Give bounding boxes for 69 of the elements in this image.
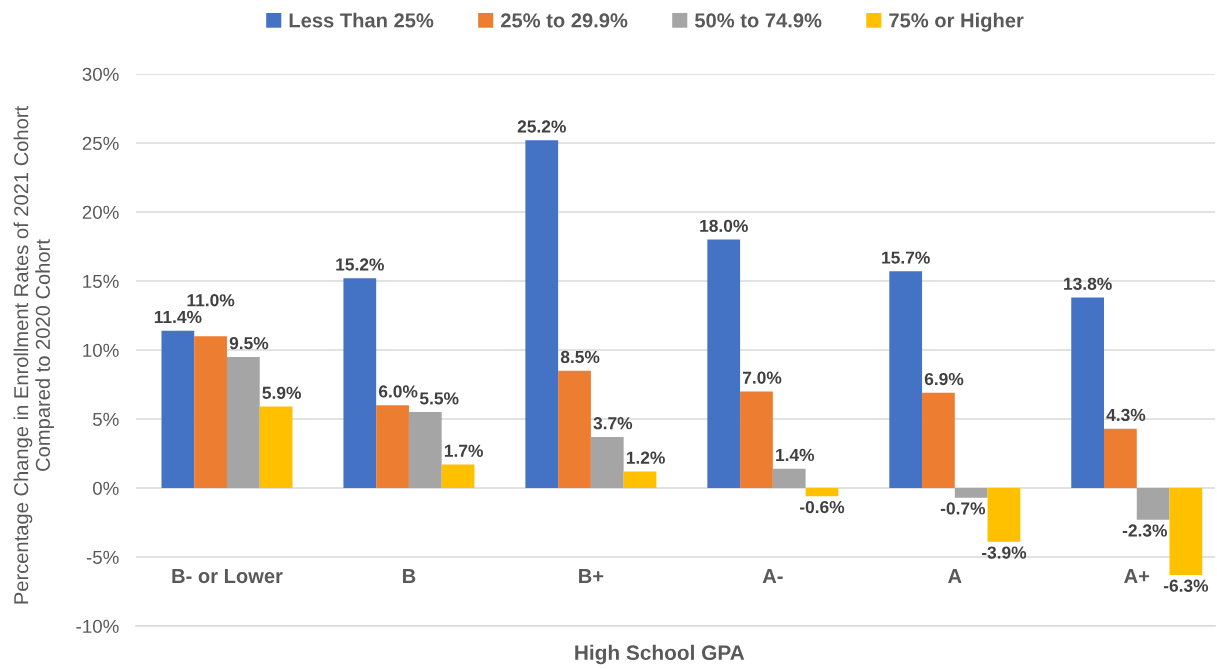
data-label: 6.0% (378, 385, 418, 398)
y-tick-label: 15% (83, 274, 119, 288)
data-label: -0.6% (799, 500, 845, 514)
data-label: 13.8% (1064, 277, 1112, 290)
y-tick-label: 25% (82, 136, 119, 150)
data-label: 3.7% (593, 417, 633, 430)
data-label: 1.4% (776, 448, 815, 462)
bar (441, 464, 475, 488)
x-tick-label: B (403, 569, 416, 583)
data-label: -0.7% (940, 502, 986, 515)
data-label: 6.9% (924, 372, 964, 386)
data-label: 18.0% (700, 219, 748, 232)
data-label: 15.7% (882, 251, 930, 264)
bar (161, 330, 195, 488)
bar (226, 356, 260, 488)
bar (922, 392, 955, 488)
bar (889, 271, 923, 488)
y-tick-label: 0% (92, 481, 119, 495)
x-tick-label: A+ (1124, 569, 1150, 583)
legend-label: 25% to 29.9% (500, 13, 628, 28)
x-axis-title: High School GPA (575, 644, 745, 665)
y-tick-label: 10% (83, 343, 119, 357)
bar (525, 140, 559, 488)
data-label: -2.3% (1122, 524, 1168, 537)
y-tick-label: 20% (82, 205, 119, 219)
bar (772, 468, 806, 488)
data-label: -3.9% (981, 546, 1027, 559)
data-label: -6.3% (1163, 579, 1209, 592)
bar (194, 336, 227, 488)
x-tick-label: B+ (579, 569, 604, 583)
data-label: 8.5% (560, 350, 600, 364)
y-axis-title: Percentage Change in Enrollment Rates of 2021 Cohort Compared to 2020 Cohort (13, 106, 54, 604)
data-label: 25.2% (517, 120, 566, 133)
data-label: 15.2% (336, 258, 384, 271)
bar (590, 436, 624, 488)
bar (343, 278, 377, 488)
bar (987, 488, 1021, 542)
y-tick-label: 5% (92, 412, 119, 426)
bar (1169, 488, 1203, 575)
x-tick-label: A- (762, 569, 783, 583)
bar (707, 239, 741, 488)
legend-label: 50% to 74.9% (694, 13, 822, 28)
x-tick-label: B- or Lower (172, 569, 283, 584)
y-tick-label: 30% (82, 67, 119, 81)
data-label: 9.5% (229, 337, 269, 350)
data-label: 1.2% (626, 451, 665, 464)
x-tick-label: A (948, 569, 962, 583)
bar (259, 406, 293, 488)
data-label: 11.4% (154, 310, 202, 324)
y-tick-label: -10% (76, 619, 119, 633)
legend-label: Less Than 25% (289, 12, 434, 28)
bar (740, 391, 773, 488)
bar (805, 488, 839, 497)
bar (558, 370, 591, 488)
data-label: 5.9% (262, 386, 301, 399)
legend-label: 75% or Higher (889, 12, 1024, 32)
bar (954, 488, 988, 498)
bar (1136, 488, 1170, 520)
bar (408, 412, 442, 488)
data-label: 7.0% (742, 371, 782, 384)
bar (376, 405, 409, 488)
bar (1104, 428, 1137, 488)
data-label: 5.5% (419, 392, 459, 405)
bar (623, 471, 657, 488)
bar (1071, 297, 1105, 488)
data-label: 4.3% (1106, 408, 1146, 422)
y-tick-label: -5% (86, 550, 119, 564)
data-label: 11.0% (187, 294, 235, 307)
data-label: 1.7% (444, 444, 483, 457)
